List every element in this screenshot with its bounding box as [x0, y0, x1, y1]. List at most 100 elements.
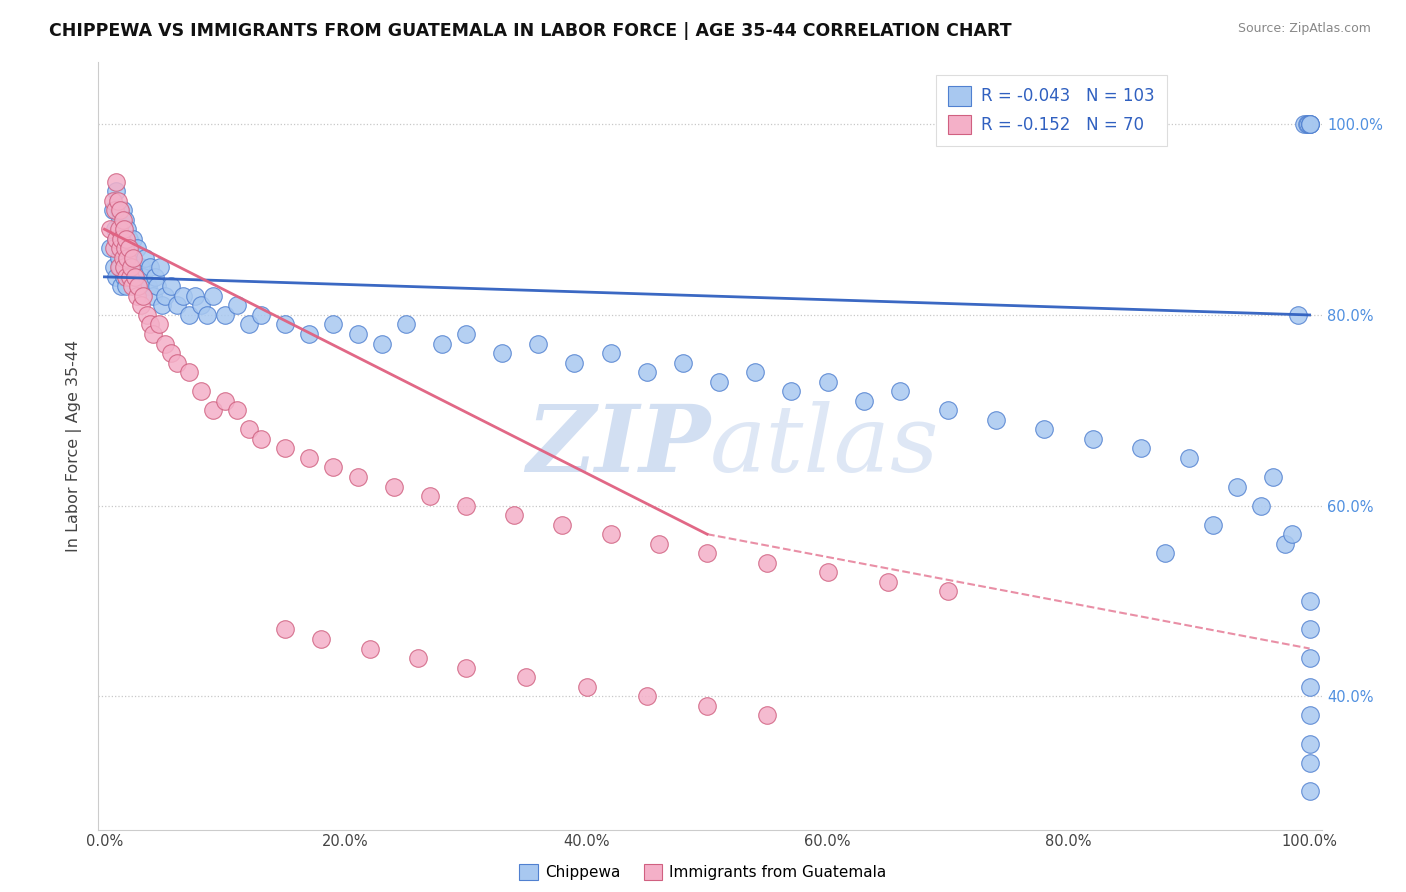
Point [1298, 117, 1320, 131]
Point [117, 232, 139, 246]
Point [108, 260, 131, 275]
Point [430, 336, 453, 351]
Point [1292, 117, 1315, 131]
Text: ZIP: ZIP [526, 401, 710, 491]
Point [120, 260, 142, 275]
Point [146, 279, 169, 293]
Point [696, 546, 718, 560]
Point [105, 269, 128, 284]
Point [346, 470, 368, 484]
Point [153, 336, 176, 351]
Point [359, 641, 381, 656]
Point [125, 241, 148, 255]
Point [105, 184, 128, 198]
Point [238, 318, 260, 332]
Point [1033, 422, 1056, 436]
Point [129, 260, 152, 275]
Point [936, 403, 959, 417]
Point [214, 393, 236, 408]
Point [1298, 117, 1320, 131]
Point [370, 336, 392, 351]
Point [124, 269, 146, 284]
Legend: Chippewa, Immigrants from Guatemala: Chippewa, Immigrants from Guatemala [519, 864, 887, 880]
Point [1298, 651, 1320, 665]
Point [111, 251, 134, 265]
Point [1296, 117, 1319, 131]
Point [132, 289, 155, 303]
Point [599, 527, 621, 541]
Point [108, 260, 131, 275]
Text: atlas: atlas [710, 401, 939, 491]
Point [114, 241, 136, 255]
Point [1298, 623, 1320, 637]
Point [107, 194, 129, 208]
Point [756, 556, 779, 570]
Point [311, 632, 333, 646]
Point [101, 194, 124, 208]
Point [100, 241, 122, 255]
Point [454, 499, 477, 513]
Point [1298, 117, 1320, 131]
Point [166, 356, 188, 370]
Point [114, 251, 136, 265]
Point [104, 222, 127, 236]
Point [110, 279, 132, 293]
Text: Source: ZipAtlas.com: Source: ZipAtlas.com [1237, 22, 1371, 36]
Point [780, 384, 803, 399]
Point [117, 260, 139, 275]
Point [101, 203, 124, 218]
Point [124, 269, 146, 284]
Point [817, 375, 839, 389]
Point [111, 203, 134, 218]
Point [115, 241, 138, 255]
Point [112, 269, 135, 284]
Point [117, 222, 139, 236]
Point [1250, 499, 1272, 513]
Point [696, 698, 718, 713]
Point [1178, 450, 1201, 465]
Point [1281, 527, 1303, 541]
Point [889, 384, 911, 399]
Point [139, 318, 162, 332]
Point [112, 222, 135, 236]
Point [159, 346, 181, 360]
Point [100, 222, 122, 236]
Point [636, 365, 658, 379]
Point [136, 279, 159, 293]
Point [551, 517, 574, 532]
Point [125, 289, 148, 303]
Point [112, 232, 135, 246]
Point [454, 660, 477, 674]
Point [148, 318, 170, 332]
Point [195, 308, 218, 322]
Point [184, 289, 207, 303]
Point [110, 241, 132, 255]
Point [322, 460, 344, 475]
Point [150, 298, 173, 312]
Point [112, 260, 135, 275]
Point [527, 336, 550, 351]
Point [142, 289, 165, 303]
Point [190, 384, 212, 399]
Point [108, 212, 131, 227]
Point [852, 393, 875, 408]
Point [1263, 470, 1285, 484]
Y-axis label: In Labor Force | Age 35-44: In Labor Force | Age 35-44 [66, 340, 83, 552]
Point [707, 375, 730, 389]
Point [214, 308, 236, 322]
Point [149, 260, 172, 275]
Point [298, 326, 321, 341]
Point [744, 365, 766, 379]
Point [166, 298, 188, 312]
Point [1298, 784, 1320, 798]
Point [108, 203, 131, 218]
Point [238, 422, 260, 436]
Text: CHIPPEWA VS IMMIGRANTS FROM GUATEMALA IN LABOR FORCE | AGE 35-44 CORRELATION CHA: CHIPPEWA VS IMMIGRANTS FROM GUATEMALA IN… [49, 22, 1012, 40]
Point [274, 442, 297, 456]
Point [1298, 708, 1320, 723]
Point [876, 574, 898, 589]
Point [127, 279, 149, 293]
Point [127, 279, 149, 293]
Point [190, 298, 212, 312]
Point [121, 260, 143, 275]
